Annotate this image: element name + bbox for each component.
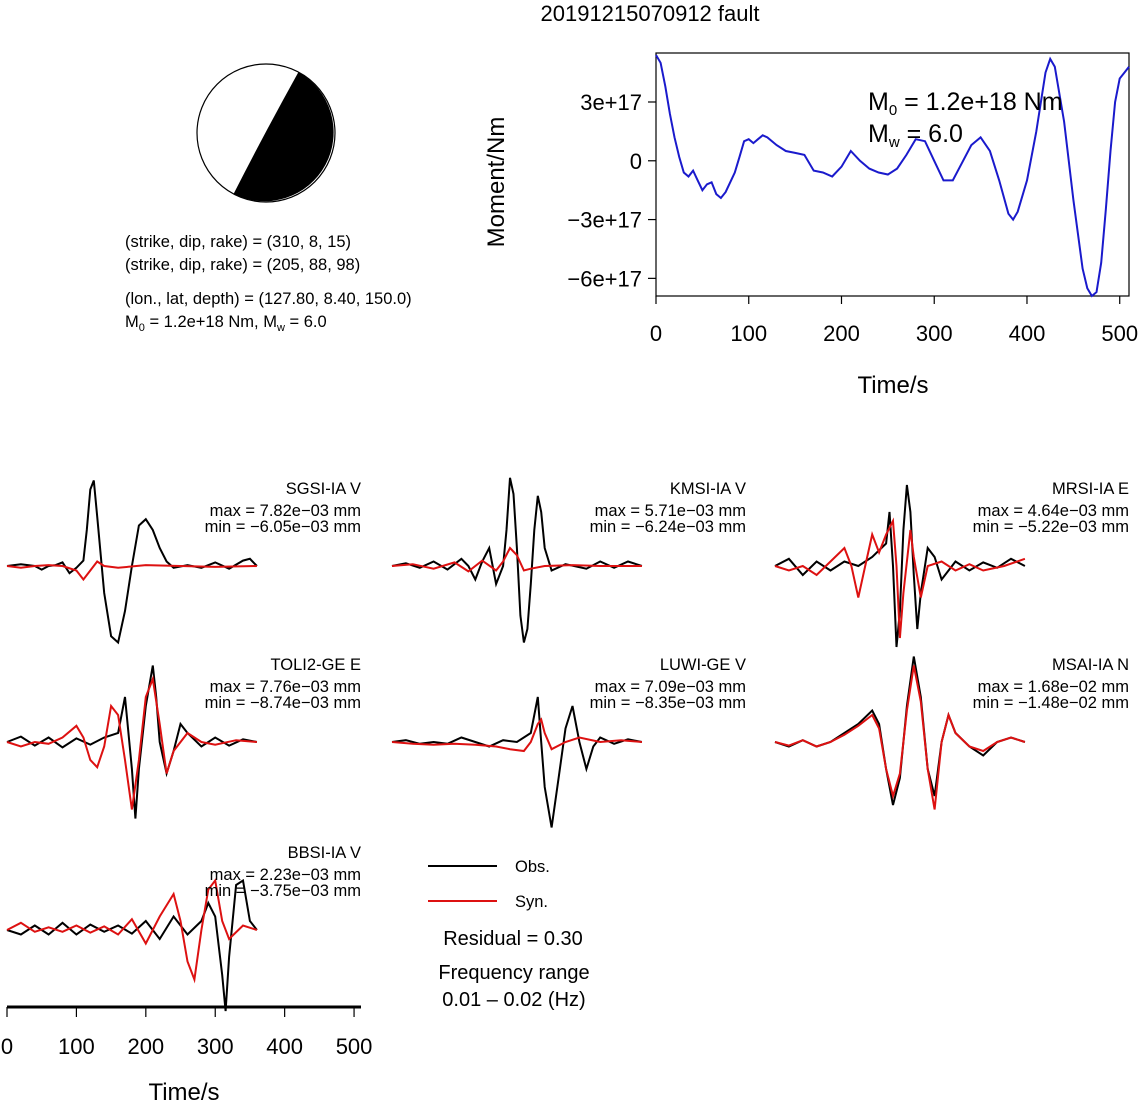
waveform-xtick-label: 300 bbox=[197, 1034, 234, 1059]
station-label: KMSI-IA V bbox=[670, 480, 746, 498]
waveform-time-axis: Time/s 0 100 200 300 400 500 bbox=[1, 1005, 373, 1104]
synthetic-waveform bbox=[6, 560, 257, 582]
nodal-plane-1: (strike, dip, rake) = (310, 8, 15) bbox=[125, 233, 351, 251]
legend-syn-label: Syn. bbox=[515, 893, 548, 911]
source-info: (strike, dip, rake) = (310, 8, 15) (stri… bbox=[125, 233, 412, 334]
m0-subscript: 0 bbox=[139, 322, 145, 334]
residual-text: Residual = 0.30 bbox=[443, 928, 583, 950]
waveform-xlabel: Time/s bbox=[148, 1079, 219, 1104]
station-label: MRSI-IA E bbox=[1052, 480, 1129, 498]
synthetic-waveform bbox=[6, 878, 258, 984]
moment-x-axis: 0 100 200 300 400 500 bbox=[650, 296, 1138, 346]
amplitude-min: min = −3.75e−03 mm bbox=[205, 882, 361, 900]
mw-subscript: w bbox=[276, 322, 285, 334]
moment-ytick-label: −3e+17 bbox=[567, 208, 642, 233]
amplitude-max: max = 4.64e−03 mm bbox=[978, 502, 1129, 520]
station-label: LUWI-GE V bbox=[660, 656, 746, 674]
beachball-compressional-quadrant bbox=[233, 72, 334, 202]
observed-waveform bbox=[6, 878, 258, 1012]
moment-rate-line bbox=[655, 54, 1130, 298]
moment-xtick-label: 0 bbox=[650, 321, 662, 346]
annot-mw-value: = 6.0 bbox=[900, 120, 963, 148]
synthetic-waveform bbox=[6, 675, 257, 810]
synthetic-waveform bbox=[391, 546, 642, 573]
moment-xtick-label: 500 bbox=[1101, 321, 1138, 346]
station-label: SGSI-IA V bbox=[286, 480, 361, 498]
amplitude-min: min = −8.74e−03 mm bbox=[205, 694, 361, 712]
waveform-xtick-label: 0 bbox=[1, 1034, 13, 1059]
focal-mechanism-beachball bbox=[196, 63, 336, 203]
moment-y-axis: 3e+17 0 −3e+17 −6e+17 bbox=[567, 90, 656, 291]
observed-waveform bbox=[391, 696, 643, 828]
frequency-range-value: 0.01 – 0.02 (Hz) bbox=[442, 989, 585, 1011]
observed-waveform bbox=[774, 484, 1026, 648]
waveform-xtick-label: 100 bbox=[58, 1034, 95, 1059]
amplitude-max: max = 2.23e−03 mm bbox=[210, 866, 361, 884]
waveform-xtick-label: 400 bbox=[266, 1034, 303, 1059]
synthetic-waveform bbox=[391, 717, 642, 753]
amplitude-min: min = −5.22e−03 mm bbox=[973, 518, 1129, 536]
annot-m0-subscript: 0 bbox=[889, 102, 897, 119]
synthetic-waveform bbox=[774, 517, 1026, 639]
moment-xlabel: Time/s bbox=[857, 372, 928, 399]
moment-xtick-label: 200 bbox=[823, 321, 860, 346]
annot-mw-subscript: w bbox=[888, 134, 900, 151]
moment-rate-plot: 3e+17 0 −3e+17 −6e+17 0 100 200 300 400 500 Mome… bbox=[483, 52, 1138, 399]
moment-ytick-label: 3e+17 bbox=[580, 90, 642, 115]
legend: Obs. Syn. Residual = 0.30 Frequency rang… bbox=[428, 858, 590, 1011]
amplitude-max: max = 1.68e−02 mm bbox=[978, 678, 1129, 696]
amplitude-min: min = −6.05e−03 mm bbox=[205, 518, 361, 536]
moment-mw-annotation: Mw = 6.0 bbox=[868, 120, 963, 151]
station-label: BBSI-IA V bbox=[288, 844, 361, 862]
amplitude-min: min = −8.35e−03 mm bbox=[590, 694, 746, 712]
observed-waveform bbox=[391, 477, 643, 643]
moment-ytick-label: −6e+17 bbox=[567, 266, 642, 291]
legend-obs-label: Obs. bbox=[515, 858, 550, 876]
annot-m0-symbol: M bbox=[868, 88, 889, 116]
station-label: TOLI2-GE E bbox=[271, 656, 361, 674]
nodal-plane-2: (strike, dip, rake) = (205, 88, 98) bbox=[125, 256, 360, 274]
annot-m0-value: = 1.2e+18 Nm bbox=[897, 88, 1062, 116]
amplitude-min: min = −6.24e−03 mm bbox=[590, 518, 746, 536]
amplitude-max: max = 7.76e−03 mm bbox=[210, 678, 361, 696]
figure-title: 20191215070912 fault bbox=[541, 1, 760, 26]
source-location: (lon., lat, depth) = (127.80, 8.40, 150.… bbox=[125, 290, 412, 308]
waveform-xtick-label: 500 bbox=[336, 1034, 373, 1059]
mw-value: = 6.0 bbox=[285, 313, 327, 331]
waveform-xtick-label: 200 bbox=[127, 1034, 164, 1059]
moment-xtick-label: 300 bbox=[916, 321, 953, 346]
moment-plot-frame bbox=[655, 52, 1130, 297]
amplitude-min: min = −1.48e−02 mm bbox=[973, 694, 1129, 712]
synthetic-waveform bbox=[774, 665, 1026, 810]
moment-ylabel: Moment/Nm bbox=[483, 117, 510, 248]
station-label: MSAI-IA N bbox=[1052, 656, 1129, 674]
amplitude-max: max = 7.09e−03 mm bbox=[595, 678, 746, 696]
frequency-range-label: Frequency range bbox=[438, 962, 589, 984]
moment-xtick-label: 100 bbox=[730, 321, 767, 346]
m0-symbol: M bbox=[125, 313, 139, 331]
source-moment: M0 = 1.2e+18 Nm, Mw = 6.0 bbox=[125, 313, 327, 334]
moment-xtick-label: 400 bbox=[1009, 321, 1046, 346]
m0-value: = 1.2e+18 Nm, M bbox=[145, 313, 277, 331]
amplitude-max: max = 5.71e−03 mm bbox=[595, 502, 746, 520]
moment-m0-annotation: M0 = 1.2e+18 Nm bbox=[868, 88, 1063, 119]
annot-mw-symbol: M bbox=[868, 120, 889, 148]
amplitude-max: max = 7.82e−03 mm bbox=[210, 502, 361, 520]
moment-ytick-label: 0 bbox=[630, 149, 642, 174]
